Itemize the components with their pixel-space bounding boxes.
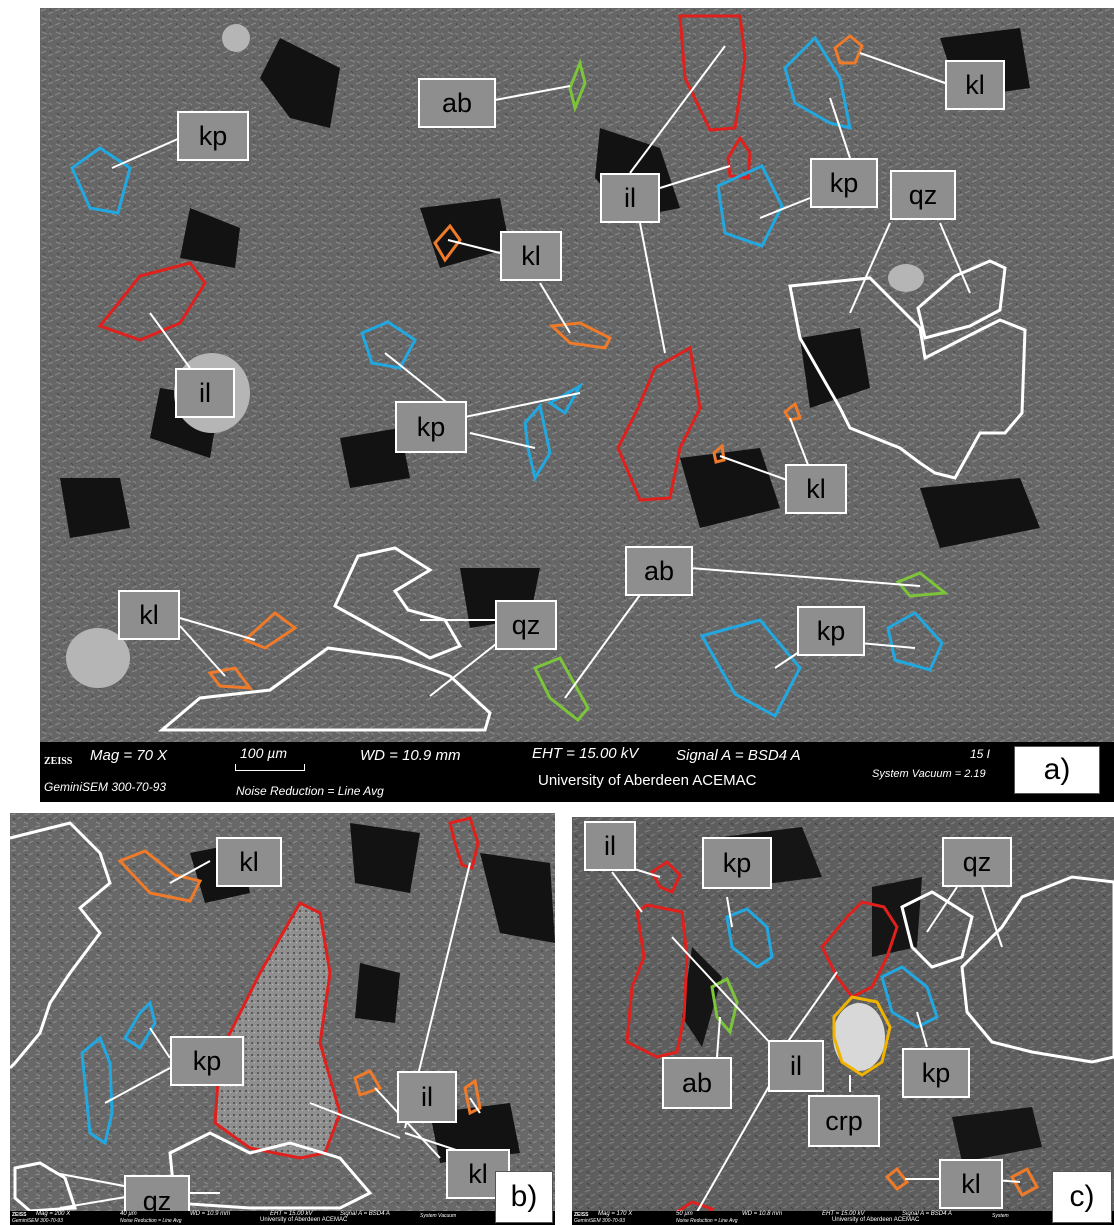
working-distance: WD = 10.8 mm: [742, 1211, 783, 1217]
label-qz-top-right: qz: [890, 170, 956, 220]
noise-reduction: Noise Reduction = Line Avg: [676, 1218, 738, 1224]
label-kp-right: kp: [902, 1048, 970, 1098]
magnification: Mag = 170 X: [598, 1211, 633, 1217]
label-ab-top: ab: [418, 78, 496, 128]
eht: EHT = 15.00 kV: [822, 1211, 865, 1217]
label-kp: kp: [170, 1036, 244, 1086]
label-kl-center: kl: [500, 231, 562, 281]
instrument-model: GeminiSEM 300-70-93: [12, 1218, 63, 1224]
label-il-center: il: [768, 1040, 824, 1092]
label-kl: kl: [939, 1159, 1003, 1209]
magnification: Mag = 70 X: [90, 747, 168, 764]
magnification: Mag = 200 X: [36, 1211, 71, 1217]
sem-databar-a: ZEISS Mag = 70 X 100 µm WD = 10.9 mm EHT…: [40, 742, 1114, 802]
eht: EHT = 15.00 kV: [532, 745, 639, 762]
system-vacuum: System Vacuum = 2.19: [872, 768, 986, 780]
label-il-top: il: [584, 821, 636, 871]
label-kl-right: kl: [785, 464, 847, 514]
panel-b: kl il kp kl qz ZEISS Mag = 200 X 40 µm W…: [10, 813, 555, 1225]
label-il-top: il: [600, 173, 660, 223]
label-crp: crp: [808, 1095, 880, 1147]
instrument-model: GeminiSEM 300-70-93: [574, 1218, 625, 1224]
sem-image-c: [572, 817, 1114, 1223]
panel-c-label: c): [1052, 1171, 1112, 1223]
system-vacuum: System: [992, 1213, 1009, 1219]
label-kp-top: kp: [702, 837, 772, 889]
sem-databar-b: ZEISS Mag = 200 X 40 µm WD = 10.9 mm EHT…: [10, 1211, 555, 1225]
working-distance: WD = 10.9 mm: [360, 747, 461, 764]
panel-a: ab kl kp il kp qz kl il kp kl ab kl qz k…: [40, 8, 1114, 802]
scale-bar-label: 50 µm: [676, 1211, 693, 1217]
panel-a-label: a): [1014, 746, 1100, 794]
noise-reduction: Noise Reduction = Line Avg: [120, 1218, 182, 1224]
extra-value: 15 I: [970, 747, 991, 761]
sem-image-b: [10, 813, 555, 1213]
label-ab-bottom: ab: [625, 546, 693, 596]
label-kp-center: kp: [395, 401, 467, 453]
scale-bar-label: 100 µm: [240, 745, 287, 761]
zeiss-logo: ZEISS: [12, 1212, 27, 1218]
label-qz: qz: [942, 837, 1012, 887]
institution: University of Aberdeen ACEMAC: [260, 1217, 348, 1223]
zeiss-logo: ZEISS: [574, 1212, 589, 1218]
institution: University of Aberdeen ACEMAC: [538, 772, 757, 789]
scale-bar: [235, 764, 305, 771]
label-il: il: [397, 1071, 457, 1123]
institution: University of Aberdeen ACEMAC: [832, 1217, 920, 1223]
label-kl-top: kl: [216, 837, 282, 887]
label-kp-bottom-right: kp: [797, 606, 865, 656]
system-vacuum: System Vacuum: [420, 1213, 457, 1219]
working-distance: WD = 10.9 mm: [190, 1211, 231, 1217]
sem-databar-c: ZEISS Mag = 170 X 50 µm WD = 10.8 mm EHT…: [572, 1211, 1114, 1225]
panel-b-label: b): [495, 1171, 553, 1223]
signal: Signal A = BSD4 A: [340, 1211, 390, 1217]
label-kp-top-right: kp: [810, 158, 878, 208]
scale-bar-label: 40 µm: [120, 1211, 137, 1217]
instrument-model: GeminiSEM 300-70-93: [44, 780, 167, 794]
label-kl-top-right: kl: [945, 60, 1005, 110]
label-kp-top-left: kp: [177, 111, 249, 161]
signal: Signal A = BSD4 A: [902, 1211, 952, 1217]
panel-c: il kp qz il ab kp crp kl ZEISS Mag = 170…: [572, 817, 1114, 1225]
zeiss-logo: ZEISS: [44, 756, 73, 767]
label-il-left: il: [175, 368, 235, 418]
signal: Signal A = BSD4 A: [676, 747, 801, 764]
noise-reduction: Noise Reduction = Line Avg: [236, 784, 384, 798]
label-qz-bottom: qz: [495, 600, 557, 650]
eht: EHT = 15.00 kV: [270, 1211, 313, 1217]
label-ab: ab: [662, 1057, 732, 1109]
label-kl-bottom-left: kl: [118, 590, 180, 640]
